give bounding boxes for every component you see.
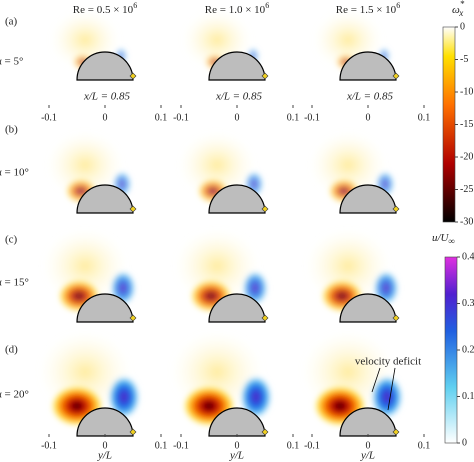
flow-field <box>170 330 272 427</box>
colorbar-tick-label: -5 <box>460 54 468 65</box>
colorbar <box>442 26 456 223</box>
hull-section <box>339 51 397 81</box>
x-tick-label: 0 <box>103 440 108 451</box>
colorbar-tick-label: 0.2 <box>462 344 474 355</box>
hull-section <box>339 184 397 214</box>
header-exp: 6 <box>265 1 269 10</box>
colorbar-tick-label: 0.4 <box>462 251 474 262</box>
x-tick-label: -0.1 <box>304 440 320 451</box>
probe-marker <box>392 205 400 213</box>
probe-marker <box>261 428 269 436</box>
x-tick-label: -0.1 <box>41 112 57 123</box>
label-sup: * <box>460 0 465 9</box>
hull-section <box>76 293 134 323</box>
colorbar-tick-label: -15 <box>460 119 473 130</box>
colorbar-tick-label: 0.1 <box>462 391 474 402</box>
label-base: u/U <box>432 232 450 244</box>
hull-section <box>76 184 134 214</box>
colorbar-label: ω* x <box>452 0 465 18</box>
vorticity-halo <box>42 228 128 304</box>
x-axis-label: y/L <box>229 450 244 462</box>
alpha-label: α = 10° <box>0 167 29 179</box>
x-tick-label: 0.1 <box>287 440 300 451</box>
probe-marker <box>129 205 137 213</box>
colorbar-tick-label: -25 <box>460 184 473 195</box>
vorticity-halo <box>174 228 260 304</box>
panel-label: (b) <box>5 124 18 136</box>
velocity-blob <box>108 375 140 419</box>
flow-field <box>38 330 140 427</box>
probe-marker <box>392 72 400 80</box>
panel-label: (a) <box>5 16 18 28</box>
x-tick-label: 0 <box>235 112 240 123</box>
probe-marker <box>261 314 269 322</box>
hull-section <box>208 407 266 437</box>
x-axis-label: y/L <box>360 450 375 462</box>
x-tick-label: 0.1 <box>155 440 168 451</box>
vorticity-halo <box>305 228 391 304</box>
hull-section <box>208 184 266 214</box>
probe-marker <box>129 314 137 322</box>
annotation-leader <box>371 367 381 393</box>
x-tick-label: 0 <box>235 440 240 451</box>
label-sub: ∞ <box>449 236 455 246</box>
x-tick-label: 0 <box>366 112 371 123</box>
colorbar-tick-label: 0.3 <box>462 298 474 309</box>
x-tick-label: -0.1 <box>173 112 189 123</box>
alpha-label: α = 20° <box>0 389 29 401</box>
probe-marker <box>129 72 137 80</box>
probe-marker <box>392 428 400 436</box>
annotation: velocity deficit <box>355 356 421 368</box>
hull-section <box>208 293 266 323</box>
hull-section <box>76 407 134 437</box>
x-tick-label: 0.1 <box>418 112 431 123</box>
x-tick-label: 0 <box>366 440 371 451</box>
colorbar-tick-label: -10 <box>460 86 473 97</box>
colorbar <box>444 256 458 444</box>
vorticity-halo <box>46 131 124 199</box>
probe-marker <box>392 314 400 322</box>
panel-label: (c) <box>5 234 18 246</box>
flow-field <box>301 330 403 427</box>
x-axis-label: y/L <box>97 450 112 462</box>
x-tick-label: 0.1 <box>287 112 300 123</box>
hull-section <box>208 51 266 81</box>
station-label: x/L = 0.85 <box>346 91 394 103</box>
colorbar-tick-label: -20 <box>460 151 473 162</box>
flow-field <box>309 131 395 203</box>
x-tick-label: 0.1 <box>418 440 431 451</box>
x-tick-label: 0.1 <box>155 112 168 123</box>
x-tick-label: -0.1 <box>41 440 57 451</box>
hull-section <box>339 407 397 437</box>
vorticity-halo <box>309 131 387 199</box>
x-tick-label: 0 <box>103 112 108 123</box>
annotation-leader <box>387 367 396 411</box>
colorbar-tick-label: 0 <box>462 437 467 448</box>
hull-section <box>339 293 397 323</box>
vorticity-halo <box>178 131 256 199</box>
velocity-blob <box>240 375 272 419</box>
colorbar-tick-label: 0 <box>460 21 465 32</box>
header-exp: 6 <box>396 1 400 10</box>
velocity-blob <box>371 375 403 419</box>
flow-field <box>46 131 132 203</box>
colorbar-label: u/U∞ <box>432 232 455 247</box>
colorbar-tick-label: -30 <box>460 216 473 227</box>
x-tick-label: -0.1 <box>304 112 320 123</box>
label-sub: x <box>458 8 463 18</box>
probe-marker <box>129 428 137 436</box>
hull-section <box>76 51 134 81</box>
header-exp: 6 <box>133 1 137 10</box>
probe-marker <box>261 205 269 213</box>
x-tick-label: -0.1 <box>173 440 189 451</box>
alpha-label: α = 15° <box>0 277 29 289</box>
probe-marker <box>261 72 269 80</box>
station-label: x/L = 0.85 <box>83 91 131 103</box>
label-symbol: ω <box>452 4 460 16</box>
alpha-label: α = 5° <box>0 56 23 68</box>
station-label: x/L = 0.85 <box>215 91 263 103</box>
panel-label: (d) <box>5 344 18 356</box>
